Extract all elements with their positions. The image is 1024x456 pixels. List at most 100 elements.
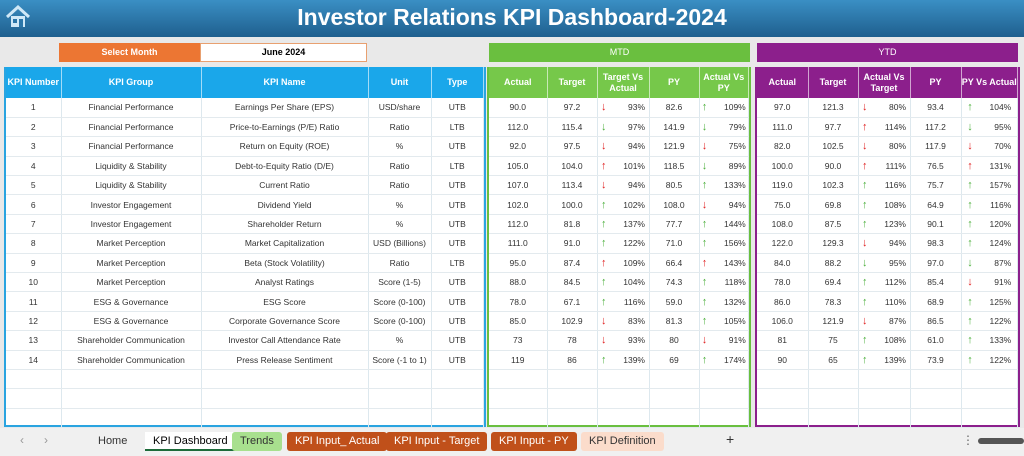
cell-type: LTB — [431, 156, 484, 177]
cell-n: 9 — [6, 253, 62, 274]
more-options-icon[interactable]: ⋮ — [962, 433, 974, 447]
arrow-up-icon: ↑ — [862, 198, 868, 211]
cell-unit: Ratio — [368, 253, 432, 274]
table-row: 5 Liquidity & Stability Current Ratio Ratio… — [6, 175, 484, 196]
cell-group: Investor Engagement — [61, 214, 202, 235]
cell-type: UTB — [431, 233, 484, 254]
arrow-up-icon: ↑ — [967, 159, 973, 172]
arrow-down-icon: ↓ — [862, 101, 868, 114]
home-icon[interactable] — [5, 5, 31, 29]
prev-sheet-icon[interactable]: ‹ — [20, 433, 24, 447]
cell-name: Debt-to-Equity Ratio (D/E) — [201, 156, 369, 177]
cell: 85.0 — [489, 311, 548, 332]
table-row: 119.0 102.3 ↑ 116% 75.7 ↑ 157% — [757, 175, 1018, 196]
cell: 119 — [489, 350, 548, 370]
table-row: 90 65 ↑ 139% 73.9 ↑ 122% — [757, 350, 1018, 370]
column-header: KPI Group — [61, 67, 202, 98]
cell-type: UTB — [431, 136, 484, 157]
cell: 95.0 — [489, 253, 548, 274]
sheet-tab[interactable]: KPI Input - Target — [386, 432, 488, 451]
empty-cell — [597, 369, 650, 390]
cell: 102.3 — [808, 175, 859, 196]
arrow-up-icon: ↑ — [967, 218, 973, 231]
table-row: 4 Liquidity & Stability Debt-to-Equity Rat… — [6, 156, 484, 177]
percent-value: 80% — [888, 141, 906, 152]
sheet-tab[interactable]: KPI Definition — [581, 432, 664, 451]
percent-value: 102% — [623, 199, 645, 210]
cell: 90.1 — [910, 214, 962, 235]
column-header: Actual — [489, 67, 548, 98]
table-row: 100.0 90.0 ↑ 111% 76.5 ↑ 131% — [757, 156, 1018, 177]
horizontal-scrollbar[interactable] — [978, 438, 1024, 444]
cell-n: 7 — [6, 214, 62, 235]
sheet-tab[interactable]: Trends — [232, 432, 282, 451]
table-row: 75.0 69.8 ↑ 108% 64.9 ↑ 116% — [757, 194, 1018, 215]
cell: ↑ 108% — [858, 330, 911, 351]
empty-cell — [368, 388, 432, 409]
percent-value: 112% — [884, 277, 906, 288]
cell: ↑ 110% — [858, 291, 911, 312]
add-sheet-button[interactable]: + — [726, 431, 735, 447]
cell-unit: Ratio — [368, 117, 432, 138]
cell: 117.9 — [910, 136, 962, 157]
arrow-up-icon: ↑ — [701, 179, 708, 192]
empty-cell — [6, 388, 62, 409]
empty-cell — [201, 388, 369, 409]
cell: 104.0 — [547, 156, 598, 177]
cell-group: Shareholder Communication — [61, 350, 202, 370]
empty-cell — [649, 369, 700, 390]
arrow-up-icon: ↑ — [862, 295, 868, 308]
table-row: 86.0 78.3 ↑ 110% 68.9 ↑ 125% — [757, 291, 1018, 312]
cell-name: Corporate Governance Score — [201, 311, 369, 332]
cell-n: 5 — [6, 175, 62, 196]
table-row: 78.0 67.1 ↑ 116% 59.0 ↑ 132% — [489, 291, 749, 312]
cell: 64.9 — [910, 194, 962, 215]
cell: ↓ 89% — [699, 156, 749, 177]
cell: 74.3 — [649, 272, 700, 293]
table-row: 81 75 ↑ 108% 61.0 ↑ 133% — [757, 330, 1018, 351]
empty-cell — [961, 369, 1018, 390]
arrow-up-icon: ↑ — [701, 295, 708, 308]
cell-name: Market Capitalization — [201, 233, 369, 254]
cell: 105.0 — [489, 156, 548, 177]
cell: ↑ 133% — [961, 330, 1018, 351]
cell: 121.9 — [808, 311, 859, 332]
sheet-tab[interactable]: KPI Dashboard — [145, 432, 236, 451]
cell-name: Return on Equity (ROE) — [201, 136, 369, 157]
cell: 68.9 — [910, 291, 962, 312]
table-row: 8 Market Perception Market Capitalization U… — [6, 233, 484, 254]
cell: 82.6 — [649, 98, 700, 118]
sheet-tab[interactable]: KPI Input - PY — [491, 432, 577, 451]
cell: ↑ 123% — [858, 214, 911, 235]
cell-unit: % — [368, 330, 432, 351]
arrow-up-icon: ↑ — [967, 237, 973, 250]
arrow-down-icon: ↓ — [601, 101, 607, 114]
arrow-up-icon: ↑ — [967, 295, 973, 308]
cell: 76.5 — [910, 156, 962, 177]
cell-n: 2 — [6, 117, 62, 138]
cell: ↑ 156% — [699, 233, 749, 254]
empty-cell — [961, 408, 1018, 429]
cell-name: Investor Call Attendance Rate — [201, 330, 369, 351]
cell: 100.0 — [757, 156, 809, 177]
sheet-tab[interactable]: KPI Input_ Actual — [287, 432, 388, 451]
cell-type: UTB — [431, 330, 484, 351]
cell: ↑ 122% — [961, 311, 1018, 332]
cell: ↑ 101% — [597, 156, 650, 177]
sheet-tab[interactable]: Home — [98, 435, 128, 447]
cell: 87.4 — [547, 253, 598, 274]
next-sheet-icon[interactable]: › — [44, 433, 48, 447]
cell: 75.7 — [910, 175, 962, 196]
empty-cell — [757, 388, 809, 409]
cell: 97.0 — [910, 253, 962, 274]
table-row: 111.0 97.7 ↑ 114% 117.2 ↓ 95% — [757, 117, 1018, 138]
month-dropdown[interactable]: June 2024 — [200, 43, 367, 62]
table-row: 14 Shareholder Communication Press Release… — [6, 350, 484, 370]
empty-row — [6, 388, 484, 409]
percent-value: 111% — [885, 160, 906, 171]
table-row: 2 Financial Performance Price-to-Earnings … — [6, 117, 484, 138]
arrow-up-icon: ↑ — [701, 276, 708, 289]
table-row: 105.0 104.0 ↑ 101% 118.5 ↓ 89% — [489, 156, 749, 177]
cell-type: UTB — [431, 175, 484, 196]
empty-cell — [808, 388, 859, 409]
